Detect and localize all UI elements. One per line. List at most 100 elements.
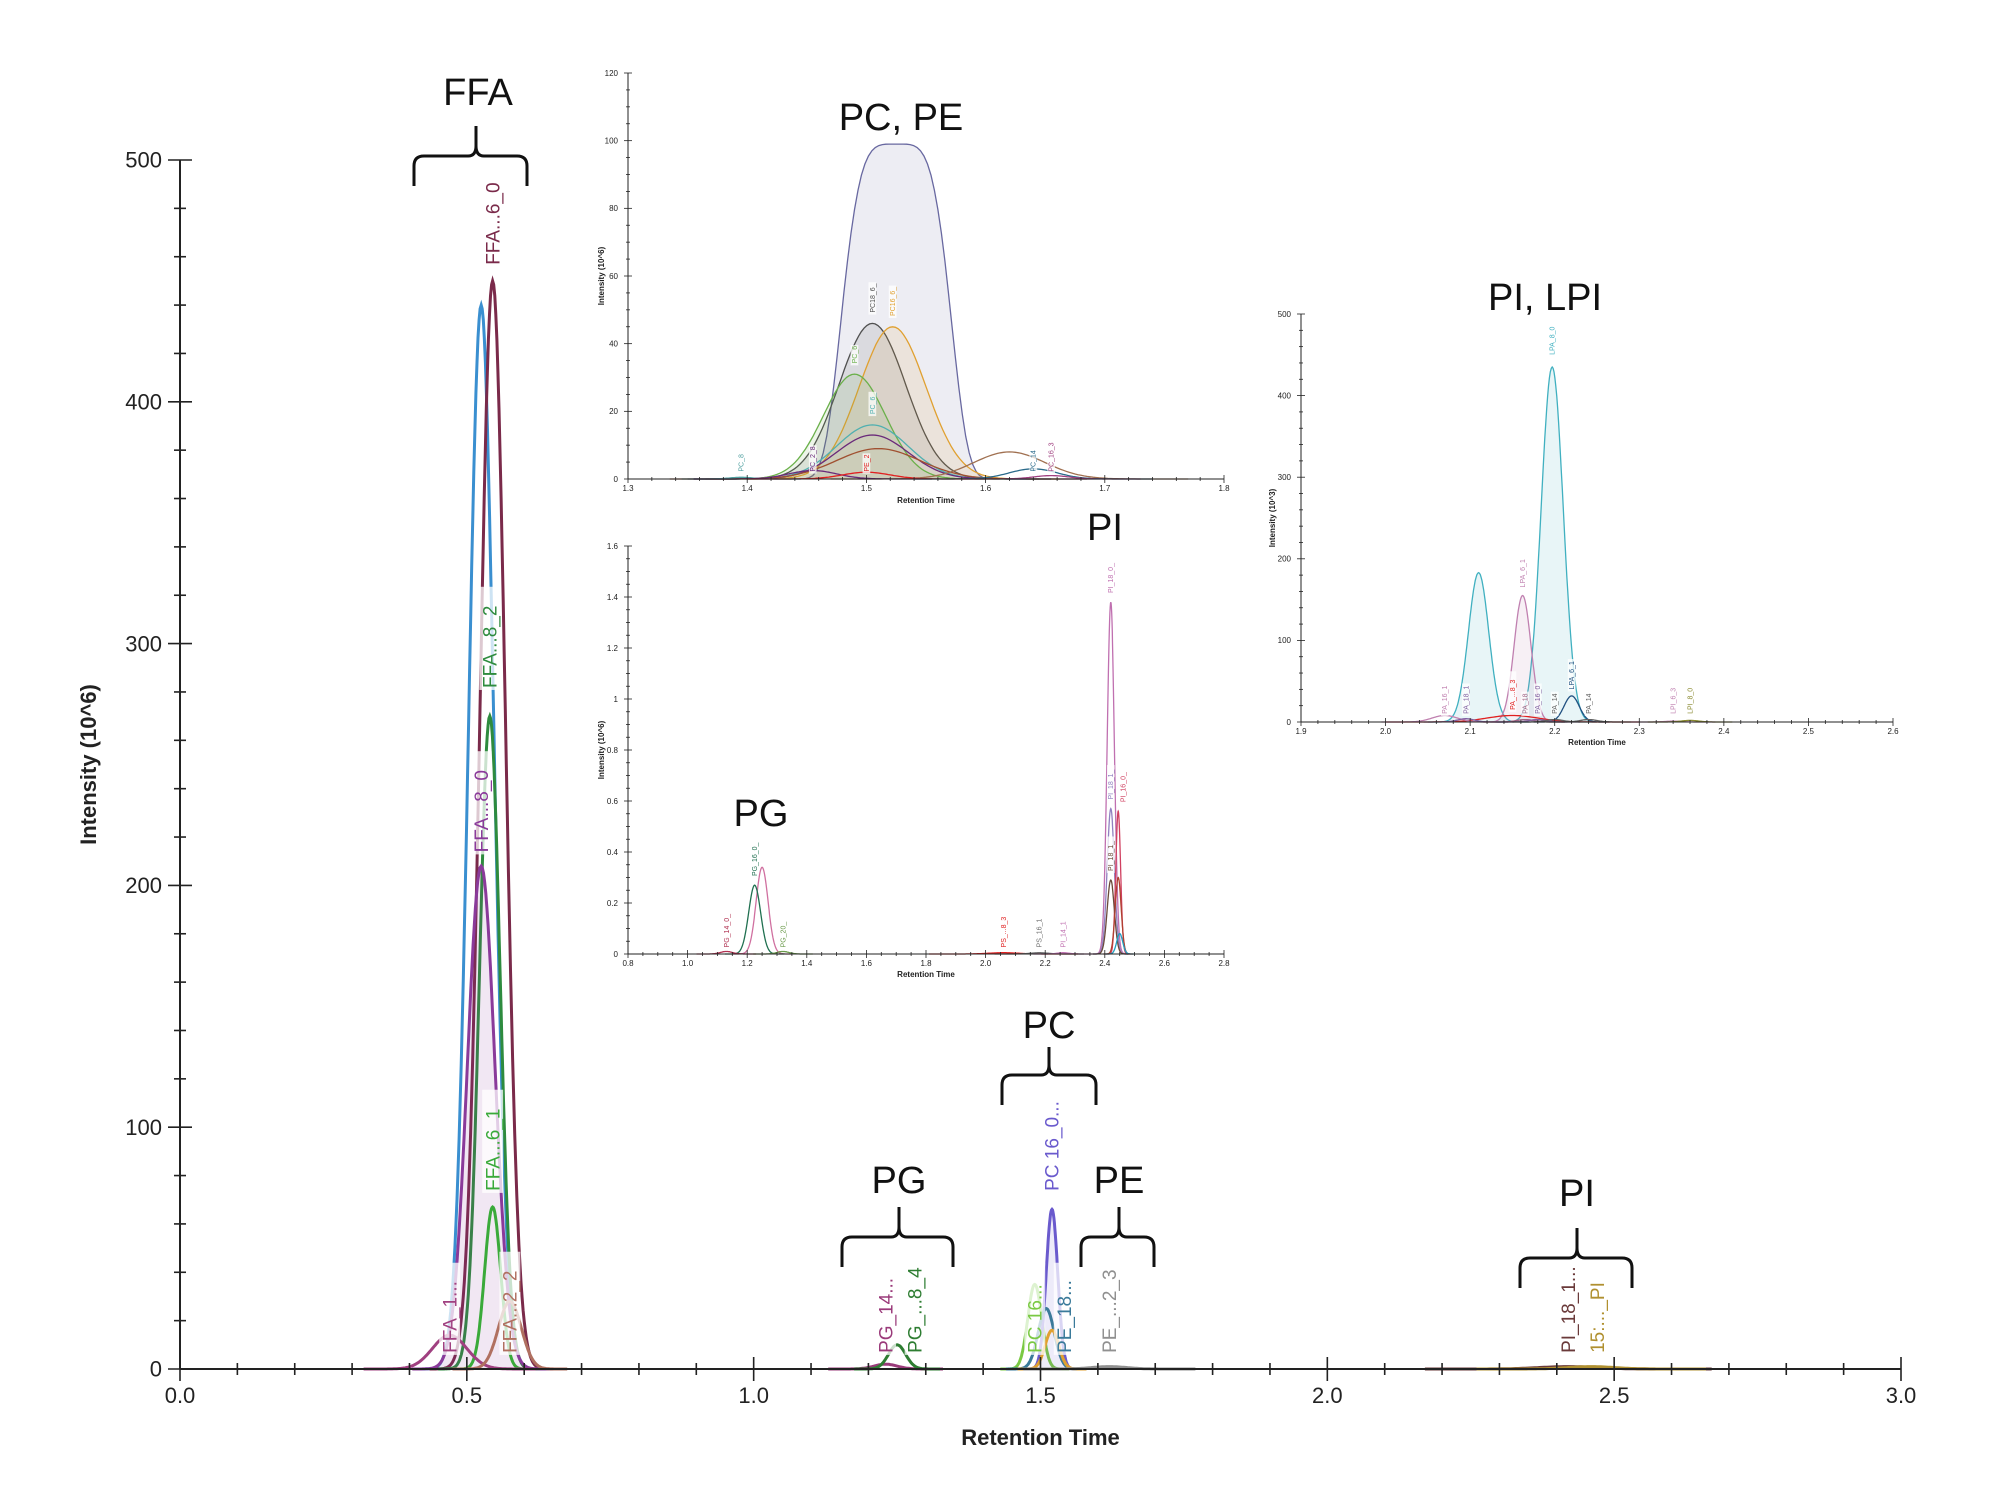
- peak-label: PA_...8_3: [1510, 680, 1517, 710]
- y-tick-label: 1: [614, 695, 619, 704]
- x-tick-label: 1.8: [1218, 484, 1230, 493]
- y-tick-label: 0: [150, 1357, 162, 1382]
- peak-label: FFA...6_0: [483, 182, 504, 264]
- peak-label-bg: [999, 908, 1008, 950]
- x-tick-label: 1.9: [1295, 727, 1307, 736]
- peak-label-bg: [868, 282, 877, 315]
- peak-label-bg: [1548, 324, 1557, 357]
- y-tick-label: 200: [125, 873, 162, 898]
- y-tick-label: 0: [614, 950, 619, 959]
- peak-label-bg: [1059, 917, 1067, 950]
- peak-label-bg: [868, 391, 877, 417]
- peak-label: PI_18_1_: [1108, 841, 1115, 871]
- x-tick-label: 1.8: [920, 959, 932, 968]
- y-axis-title: Intensity (10^3): [1268, 488, 1277, 547]
- peak-label: PE_18...: [1055, 1280, 1076, 1353]
- peak-label-bg: [499, 1251, 521, 1355]
- series-group: [1381, 365, 1733, 723]
- y-tick-label: 0: [1287, 718, 1292, 727]
- peak-label-bg: [1462, 683, 1470, 716]
- peak-label-bg: [1106, 836, 1115, 873]
- peak-label-bg: [808, 445, 817, 474]
- y-tick-label: 400: [125, 390, 162, 415]
- inset-chart-pc-pe: 1.3 1.4 1.5 1.6 1.7 1.8 0 20 40 60 80 100 120 Retenti…: [597, 69, 1230, 505]
- x-tick-label: 1.6: [980, 484, 992, 493]
- inset-chart-pg-pi: 0.8 1.0 1.2 1.4 1.6 1.8 2.0 2.2 2.4 2.6 2.8 0 0.2 0.4…: [597, 542, 1230, 979]
- peak-label: PA_18: [1523, 693, 1530, 714]
- x-tick-label: 2.5: [1803, 727, 1815, 736]
- x-tick-label: 1.4: [742, 484, 754, 493]
- x-tick-label: 1.3: [622, 484, 634, 493]
- bracket-pi: [1518, 1228, 1634, 1288]
- peak-label-bg: [1035, 917, 1044, 950]
- peak-label: LPA_8_0: [1550, 326, 1557, 354]
- annotation-pi: PI: [1559, 1173, 1595, 1215]
- peak-label-bg: [888, 285, 897, 318]
- y-tick-label: 0.8: [607, 746, 619, 755]
- peak-label: FFA...8_2: [480, 606, 501, 688]
- x-tick-label: 1.5: [1025, 1383, 1056, 1408]
- peak-label-bg: [1550, 691, 1559, 716]
- x-tick-label: 2.0: [980, 959, 992, 968]
- peak-label-bg: [1586, 1251, 1608, 1355]
- peak-label-bg: [1098, 1251, 1120, 1355]
- peak-label-bg: [439, 1262, 461, 1355]
- peak-label: PS_...8_3: [1001, 917, 1008, 948]
- x-tick-label: 1.2: [742, 959, 754, 968]
- y-tick-label: 80: [609, 204, 618, 213]
- peak-label: FFA...6_1: [483, 1109, 504, 1191]
- peak-label-bg: [850, 345, 859, 366]
- x-axis-title: Retention Time: [897, 496, 955, 505]
- annotation-ffa: FFA: [443, 72, 513, 114]
- peak-label: PE_...2_3: [1100, 1269, 1121, 1352]
- series-group: [363, 275, 1712, 1371]
- peak-label-bg: [1440, 683, 1449, 716]
- annotation-pi-lpi: PI, LPI: [1488, 277, 1602, 319]
- y-tick-label: 0: [614, 475, 619, 484]
- y-tick-label: 0.6: [607, 797, 619, 806]
- peak-label: PG_...8_4: [906, 1267, 927, 1353]
- y-tick-label: 1.6: [607, 542, 619, 551]
- peak-label: PA_18_1: [1463, 686, 1470, 714]
- y-axis-title: Intensity (10^6): [597, 246, 606, 305]
- peak-fill: [1427, 572, 1530, 722]
- peak-label: FFA...2_2: [501, 1271, 522, 1353]
- peak-label-bg: [470, 751, 492, 855]
- y-tick-label: 100: [125, 1115, 162, 1140]
- x-tick-label: 1.0: [682, 959, 694, 968]
- peak-label: PC_6: [852, 346, 859, 364]
- y-tick-label: 400: [1278, 391, 1292, 400]
- peak-label: FFA...8_0: [472, 770, 493, 852]
- peak-label-bg: [1533, 683, 1542, 716]
- peak-label: PG_14_0_: [724, 914, 731, 948]
- bracket-pe: [1079, 1207, 1156, 1267]
- peak-fill: [1497, 367, 1608, 722]
- peak-fill: [1480, 595, 1565, 722]
- x-tick-label: 3.0: [1886, 1383, 1917, 1408]
- series-group: [696, 601, 1135, 955]
- peak-fill: [725, 326, 1060, 479]
- peak-label-bg: [1508, 671, 1517, 712]
- peak-label-bg: [904, 1251, 926, 1355]
- peak-label-bg: [1041, 1078, 1063, 1193]
- peak-fill: [412, 866, 550, 1369]
- annotation-pg: PG: [872, 1160, 927, 1202]
- peak-label: FFA_1...: [440, 1281, 461, 1353]
- x-tick-label: 2.4: [1099, 959, 1111, 968]
- main-chart: 0.0 0.5 1.0 1.5 2.0 2.5 3.00100200300400500Ret…: [76, 148, 1916, 1450]
- y-tick-label: 200: [1278, 555, 1292, 564]
- peak-label-bg: [737, 453, 746, 474]
- x-tick-label: 2.6: [1159, 959, 1171, 968]
- peak-label: PC_16_3: [1049, 442, 1056, 471]
- peak-label-bg: [482, 1089, 504, 1193]
- peak-label-bg: [1518, 557, 1527, 590]
- peak-label: PS_16_1: [1037, 919, 1044, 948]
- peak-label-bg: [1557, 1240, 1579, 1355]
- peak-label-bg: [1669, 683, 1677, 716]
- bracket-pg: [840, 1207, 955, 1267]
- x-tick-label: 2.6: [1887, 727, 1899, 736]
- annotation-inset-pg: PG: [734, 793, 789, 835]
- peak-label: 15:..._PI: [1588, 1282, 1609, 1353]
- x-axis-title: Retention Time: [897, 970, 955, 979]
- x-tick-label: 1.4: [801, 959, 813, 968]
